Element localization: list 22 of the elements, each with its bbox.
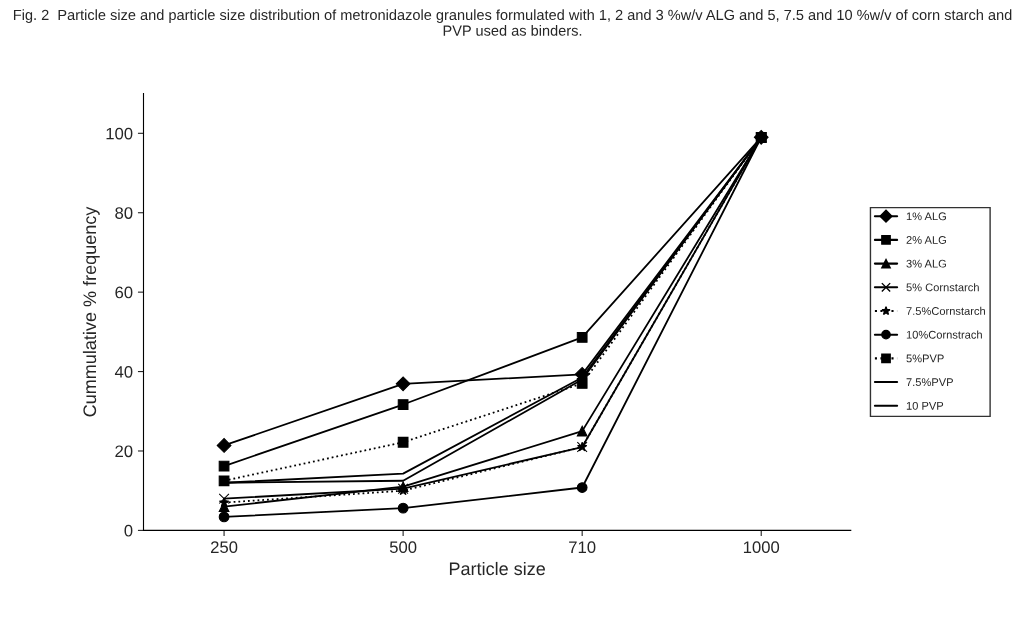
chart-title: Fig. 2 Particle size and particle size distribution of metronidazole granules formulated with 1, 2 and 3 %w/v ALG and 5, 7.5 and 10 %w/v of corn starch and PVP used as binders. bbox=[13, 9, 1012, 36]
y-tick-label: 80 bbox=[115, 207, 133, 219]
legend-label: 7.5%Cornstarch bbox=[906, 306, 985, 315]
x-tick-label: 1000 bbox=[743, 541, 780, 554]
x-tick-label: 710 bbox=[569, 541, 596, 554]
x-axis-title: Particle size bbox=[449, 561, 545, 576]
y-tick-label: 100 bbox=[106, 127, 133, 140]
legend-label: 10%Cornstrach bbox=[906, 330, 982, 339]
x-tick-label: 500 bbox=[389, 541, 417, 554]
legend-label: 5%PVP bbox=[906, 354, 944, 363]
y-tick-label: 60 bbox=[115, 286, 133, 299]
legend-label: 1% ALG bbox=[906, 212, 946, 221]
y-axis-title: Cummulative % frequency bbox=[82, 206, 100, 417]
legend-label: 5% Cornstarch bbox=[906, 283, 979, 292]
legend-label: 3% ALG bbox=[906, 259, 946, 268]
y-tick-label: 40 bbox=[114, 365, 133, 378]
y-tick-label: 0 bbox=[124, 524, 133, 537]
legend-label: 10 PVP bbox=[906, 401, 944, 410]
x-tick-label: 250 bbox=[211, 541, 238, 554]
legend-label: 7.5%PVP bbox=[906, 378, 953, 387]
y-tick-label: 20 bbox=[115, 445, 133, 458]
legend-label: 2% ALG bbox=[906, 236, 946, 244]
